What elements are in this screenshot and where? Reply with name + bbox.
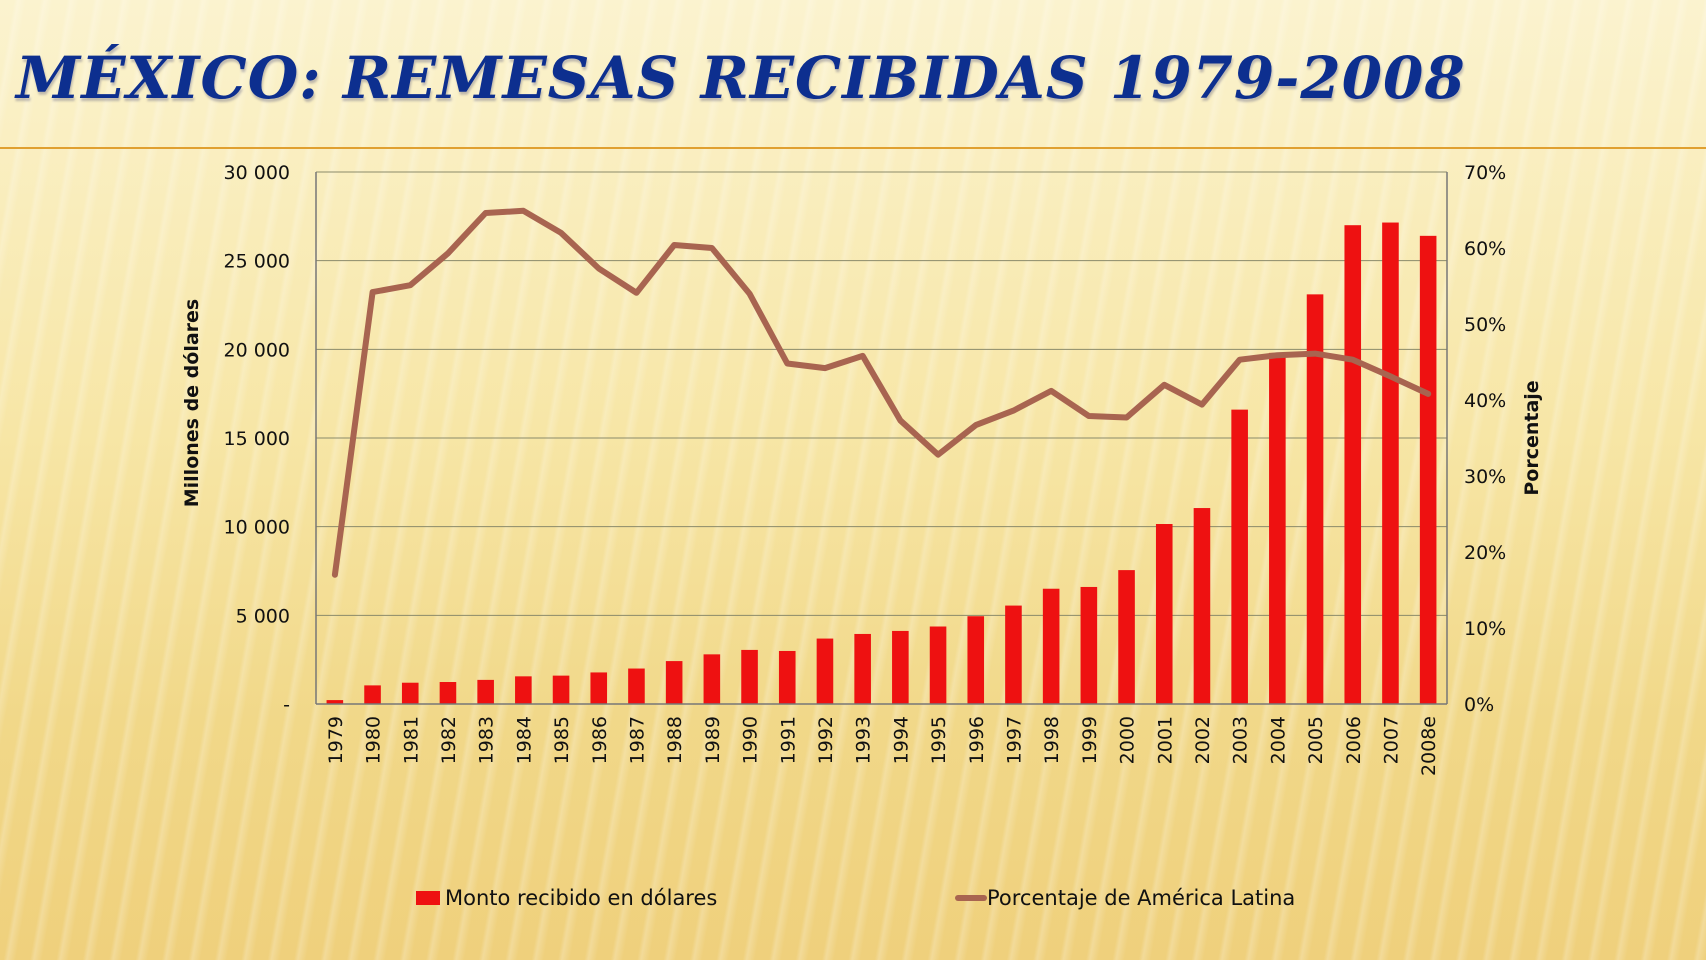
bar: [1306, 294, 1324, 704]
bar: [1344, 225, 1362, 704]
x-tick-label: 1990: [740, 716, 762, 764]
x-tick-label: 1979: [325, 716, 347, 764]
bar: [665, 661, 683, 704]
y2-tick-label: 0%: [1464, 694, 1494, 716]
bar: [929, 626, 947, 704]
bar: [892, 630, 909, 704]
y2-tick-label: 20%: [1464, 542, 1506, 564]
x-tick-label: 1981: [400, 716, 422, 764]
page-title: MÉXICO: REMESAS RECIBIDAS 1979-2008: [16, 44, 1466, 112]
x-tick-label: 1980: [363, 716, 385, 764]
x-tick-label: 1986: [589, 716, 611, 764]
x-axis-ticks: 1979 1980 1981 1982 1983 1984 1985 1986 1987 1988…: [325, 716, 1440, 776]
bar: [1005, 605, 1022, 704]
y-axis-title: Millones de dólares: [181, 299, 203, 508]
bar: [1155, 524, 1173, 704]
bar: [967, 616, 985, 704]
x-tick-label: 1992: [815, 716, 837, 764]
legend-label-bars: Monto recibido en dólares: [445, 886, 717, 910]
x-tick-label: 1999: [1079, 716, 1101, 764]
y-tick-label: 25 000: [224, 251, 290, 273]
x-tick-label: 1995: [928, 716, 950, 764]
bar: [1193, 508, 1211, 704]
x-tick-label: 1997: [1004, 716, 1026, 764]
y2-tick-label: 10%: [1464, 618, 1506, 640]
bar: [552, 675, 570, 704]
y2-tick-label: 40%: [1464, 390, 1506, 412]
left-axis-ticks: - 5 000 10 000 15 000 20 000 25 000 30 000: [224, 162, 290, 716]
y-tick-label: 20 000: [224, 339, 290, 361]
y-tick-label: -: [283, 694, 290, 716]
bar: [854, 633, 871, 704]
x-tick-label: 1984: [513, 716, 535, 764]
bar: [326, 700, 344, 704]
x-tick-label: 2002: [1192, 716, 1214, 764]
x-tick-label: 1982: [438, 716, 460, 764]
title-divider: [0, 147, 1706, 149]
x-tick-label: 2007: [1381, 716, 1403, 764]
percentage-line: [331, 207, 1432, 578]
x-tick-label: 1988: [664, 716, 686, 764]
x-tick-label: 1993: [853, 716, 875, 764]
x-tick-label: 2003: [1230, 716, 1252, 764]
bar: [1269, 352, 1286, 704]
y2-tick-label: 30%: [1464, 466, 1506, 488]
bar: [1042, 588, 1060, 704]
bar: [1118, 570, 1135, 704]
x-tick-label: 1998: [1041, 716, 1063, 764]
x-tick-label: 2001: [1154, 716, 1176, 764]
chart-legend: Monto recibido en dólares Porcentaje de …: [416, 886, 1295, 910]
bar: [401, 682, 419, 704]
bar: [1419, 235, 1437, 704]
bar: [741, 649, 758, 704]
bar: [515, 676, 532, 704]
x-tick-label: 1983: [476, 716, 498, 764]
bar: [778, 650, 796, 704]
x-tick-label: 2004: [1267, 716, 1289, 764]
bar: [590, 672, 608, 704]
legend-swatch-bars: [416, 891, 440, 905]
x-tick-label: 2006: [1343, 716, 1365, 764]
bar: [1231, 409, 1248, 704]
right-axis-ticks: 0% 10% 20% 30% 40% 50% 60% 70%: [1464, 162, 1506, 716]
x-tick-label: 1994: [890, 716, 912, 764]
x-tick-label: 1985: [551, 716, 573, 764]
bar: [1382, 222, 1399, 705]
bar: [816, 638, 834, 704]
y-tick-label: 5 000: [236, 605, 290, 627]
chart-axes: [315, 172, 1448, 705]
x-tick-label: 1996: [966, 716, 988, 764]
x-tick-label: 1987: [627, 716, 649, 764]
y-tick-label: 15 000: [224, 428, 290, 450]
bar-series: [326, 222, 1437, 705]
x-tick-label: 2005: [1305, 716, 1327, 764]
bar: [1080, 586, 1098, 704]
bar: [703, 654, 721, 704]
x-tick-label: 1991: [777, 716, 799, 764]
bar: [439, 682, 457, 704]
bar: [364, 685, 381, 704]
y-tick-label: 10 000: [224, 517, 290, 539]
x-tick-label: 2008e: [1418, 716, 1440, 776]
legend-label-line: Porcentaje de América Latina: [987, 886, 1295, 910]
y-tick-label: 30 000: [224, 162, 290, 184]
y2-tick-label: 60%: [1464, 238, 1506, 260]
x-tick-label: 2000: [1117, 716, 1139, 764]
x-tick-label: 1989: [702, 716, 724, 764]
y2-tick-label: 70%: [1464, 162, 1506, 184]
bar: [477, 679, 494, 704]
y2-axis-title: Porcentaje: [1521, 380, 1543, 495]
y2-tick-label: 50%: [1464, 314, 1506, 336]
bar: [628, 668, 645, 704]
